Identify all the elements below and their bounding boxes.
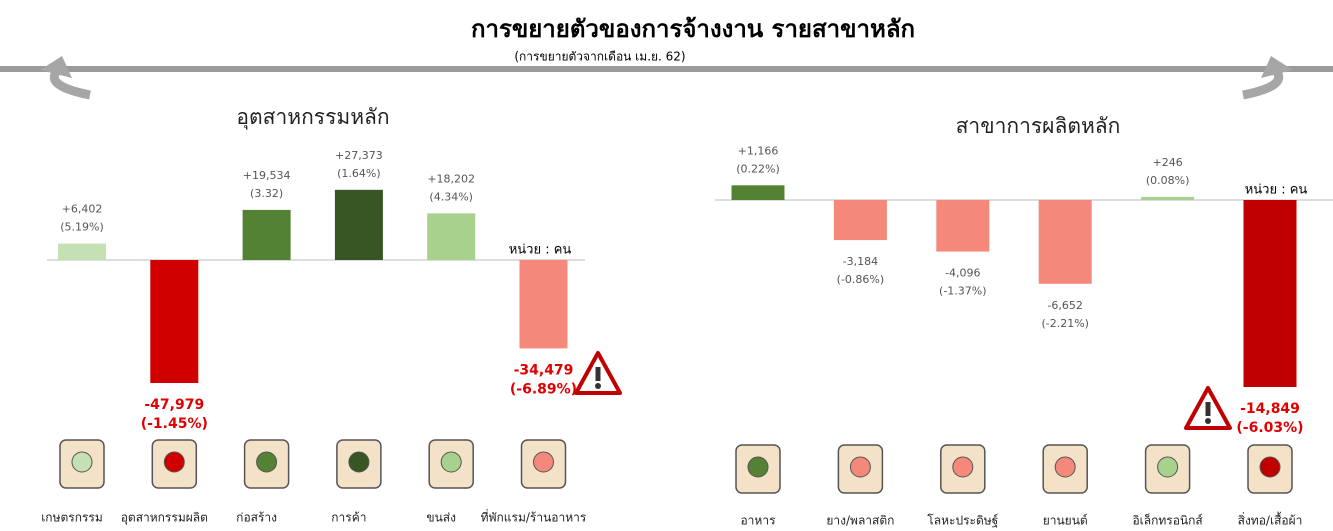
unit-label: หน่วย : คน <box>509 243 572 258</box>
unit-label: หน่วย : คน <box>1245 183 1308 198</box>
category-label: ขนส่ง <box>426 511 456 525</box>
value-label: +27,373 <box>335 149 383 162</box>
percent-label: (1.64%) <box>337 167 381 180</box>
percent-label: (0.22%) <box>736 162 780 175</box>
percent-label: (-6.03%) <box>1236 420 1303 436</box>
bar <box>519 260 568 349</box>
category-icon-detail <box>747 456 769 478</box>
bar <box>1243 200 1297 387</box>
bar <box>334 189 383 260</box>
category-label: ที่พักแรม/ร้านอาหาร <box>481 509 587 525</box>
value-label: -47,979 <box>144 397 204 413</box>
percent-label: (-0.86%) <box>837 273 885 286</box>
banner-edge <box>0 66 1333 72</box>
percent-label: (3.32) <box>250 187 283 200</box>
category-icon-detail <box>256 451 278 473</box>
category-icon-detail <box>952 456 974 478</box>
category-label: การค้า <box>331 511 366 525</box>
category-label: ยาง/พลาสติก <box>826 514 894 528</box>
category-label: อิเล็กทรอนิกส์ <box>1132 513 1203 528</box>
page-title: การขยายตัวของการจ้างงาน รายสาขาหลัก <box>471 15 915 43</box>
banner <box>0 0 1333 68</box>
category-label: ก่อสร้าง <box>236 511 277 525</box>
chart-title: สาขาการผลิตหลัก <box>956 114 1121 138</box>
value-label: +19,534 <box>243 169 291 182</box>
category-label: สิ่งทอ/เสื้อผ้า <box>1238 512 1303 528</box>
category-icon-detail <box>1054 456 1076 478</box>
category-icon-detail <box>348 451 370 473</box>
bar <box>150 260 199 383</box>
category-label: อุตสาหกรรมผลิต <box>121 511 208 526</box>
value-label: +6,402 <box>62 203 103 216</box>
bar <box>1038 200 1092 284</box>
bar <box>731 185 785 200</box>
chart-title: อุตสาหกรรมหลัก <box>236 105 389 130</box>
value-label: -3,184 <box>843 255 878 268</box>
warning-mark <box>1205 402 1211 416</box>
value-label: -14,849 <box>1240 401 1300 417</box>
bar <box>427 213 476 260</box>
category-label: อาหาร <box>740 514 776 528</box>
value-label: +18,202 <box>427 172 475 185</box>
value-label: -6,652 <box>1047 299 1082 312</box>
value-label: +246 <box>1152 156 1182 169</box>
percent-label: (5.19%) <box>60 221 104 234</box>
category-icon-detail <box>533 451 554 473</box>
percent-label: (4.34%) <box>429 190 473 203</box>
curl-arrow-head <box>40 56 72 78</box>
category-icon-detail <box>71 451 93 473</box>
percent-label: (-6.89%) <box>510 381 577 397</box>
value-label: -34,479 <box>514 362 574 378</box>
bar <box>58 243 106 260</box>
value-label: +1,166 <box>738 144 779 157</box>
warning-mark <box>595 367 601 381</box>
category-icon-detail <box>440 451 462 473</box>
bar <box>242 209 291 260</box>
percent-label: (-1.45%) <box>141 416 208 432</box>
category-icon-detail <box>1259 456 1281 478</box>
percent-label: (0.08%) <box>1146 174 1190 187</box>
category-icon-detail <box>849 456 871 478</box>
bar <box>833 200 887 241</box>
curl-arrow-head <box>1261 56 1293 78</box>
bar <box>936 200 990 252</box>
category-label: เกษตรกรรม <box>41 511 103 525</box>
bar <box>1141 196 1195 200</box>
warning-dot <box>595 383 601 389</box>
category-icon-detail <box>1157 456 1179 478</box>
category-label: ยานยนต์ <box>1043 514 1088 528</box>
warning-dot <box>1205 418 1211 424</box>
percent-label: (-1.37%) <box>939 285 987 298</box>
category-label: โลหะประดิษฐ์ <box>927 514 998 528</box>
page-subtitle: (การขยายตัวจากเดือน เม.ย. 62) <box>514 50 685 64</box>
percent-label: (-2.21%) <box>1041 317 1089 330</box>
value-label: -4,096 <box>945 267 980 280</box>
category-icon-detail <box>163 451 185 473</box>
